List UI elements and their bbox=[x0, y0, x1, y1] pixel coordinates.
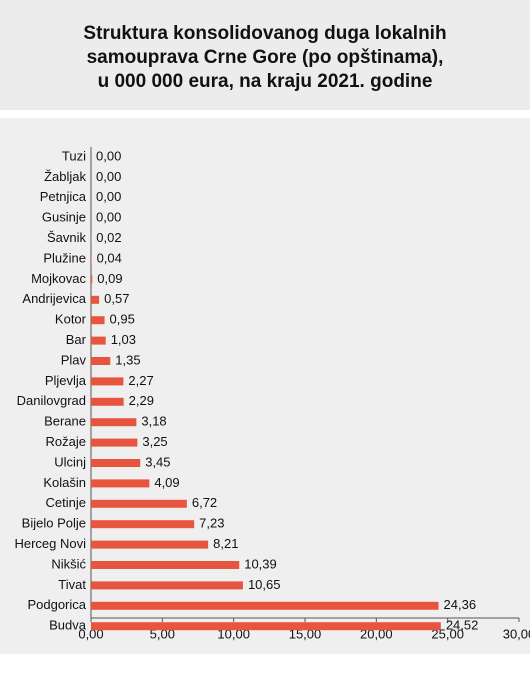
value-label: 10,65 bbox=[248, 577, 281, 592]
value-label: 0,00 bbox=[96, 189, 121, 204]
value-label: 6,72 bbox=[192, 495, 217, 510]
y-tick-label: Herceg Novi bbox=[14, 536, 86, 551]
bar bbox=[91, 357, 111, 365]
value-label: 3,18 bbox=[141, 414, 166, 429]
value-label: 1,03 bbox=[111, 332, 136, 347]
value-label: 0,00 bbox=[96, 148, 121, 163]
value-label: 2,29 bbox=[129, 393, 154, 408]
y-tick-label: Nikšić bbox=[51, 556, 86, 571]
y-tick-label: Tivat bbox=[58, 577, 86, 592]
value-label: 10,39 bbox=[244, 556, 277, 571]
y-tick-label: Žabljak bbox=[44, 169, 86, 184]
value-label: 3,45 bbox=[145, 454, 170, 469]
value-label: 0,04 bbox=[97, 250, 122, 265]
y-tick-label: Kolašin bbox=[43, 475, 86, 490]
bar bbox=[91, 418, 137, 427]
y-tick-label: Šavnik bbox=[47, 230, 87, 245]
value-label: 2,27 bbox=[128, 373, 153, 388]
bar bbox=[91, 459, 141, 467]
y-tick-label: Plužine bbox=[43, 250, 86, 265]
bar bbox=[91, 479, 150, 488]
bar bbox=[91, 316, 105, 325]
bar bbox=[91, 295, 100, 304]
y-tick-label: Cetinje bbox=[46, 495, 86, 510]
value-label: 7,23 bbox=[199, 516, 224, 531]
value-label: 0,95 bbox=[110, 312, 135, 327]
value-label: 0,02 bbox=[96, 230, 121, 245]
bar bbox=[91, 255, 92, 263]
y-tick-label: Pljevlja bbox=[45, 373, 87, 388]
bar bbox=[91, 601, 439, 610]
bar bbox=[91, 622, 441, 631]
bar bbox=[91, 397, 124, 406]
bar bbox=[91, 438, 138, 447]
chart-title: Struktura konsolidovanog duga lokalnih s… bbox=[0, 0, 530, 110]
y-tick-label: Bijelo Polje bbox=[22, 516, 86, 531]
bar bbox=[91, 561, 240, 569]
value-label: 0,00 bbox=[96, 169, 121, 184]
bar bbox=[91, 336, 106, 345]
value-label: 0,57 bbox=[104, 291, 129, 306]
y-tick-label: Berane bbox=[44, 414, 86, 429]
bar bbox=[91, 520, 195, 529]
value-label: 24,52 bbox=[446, 618, 479, 633]
y-tick-label: Rožaje bbox=[46, 434, 86, 449]
y-tick-label: Plav bbox=[61, 352, 87, 367]
y-tick-label: Gusinje bbox=[42, 210, 86, 225]
value-label: 0,09 bbox=[97, 271, 122, 286]
bar bbox=[91, 581, 243, 590]
value-label: 24,36 bbox=[444, 597, 477, 612]
value-label: 0,00 bbox=[96, 210, 121, 225]
y-tick-label: Podgorica bbox=[27, 597, 86, 612]
y-tick-label: Bar bbox=[66, 332, 87, 347]
y-tick-label: Ulcinj bbox=[54, 454, 86, 469]
value-label: 3,25 bbox=[142, 434, 167, 449]
y-tick-label: Andrijevica bbox=[22, 291, 86, 306]
value-label: 4,09 bbox=[154, 475, 179, 490]
y-tick-label: Tuzi bbox=[62, 148, 86, 163]
bar bbox=[91, 540, 209, 549]
value-label: 1,35 bbox=[115, 352, 140, 367]
y-tick-label: Danilovgrad bbox=[17, 393, 86, 408]
bar bbox=[91, 377, 124, 386]
x-tick-label: 30,00 bbox=[503, 626, 530, 641]
value-label: 8,21 bbox=[213, 536, 238, 551]
chart-panel bbox=[0, 118, 530, 654]
y-tick-label: Petnjica bbox=[40, 189, 87, 204]
bar bbox=[91, 499, 187, 508]
y-tick-label: Mojkovac bbox=[31, 271, 86, 286]
bar bbox=[91, 275, 93, 284]
y-tick-label: Budva bbox=[49, 618, 87, 633]
y-tick-label: Kotor bbox=[55, 312, 87, 327]
